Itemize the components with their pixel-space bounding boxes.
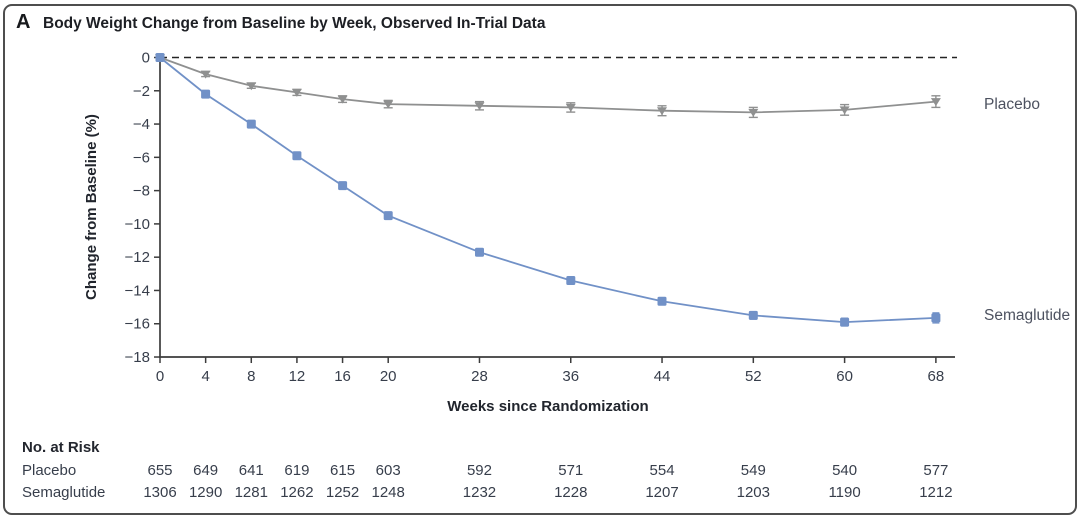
y-tick-label: −6 — [133, 149, 150, 166]
y-tick-label: −16 — [125, 316, 150, 333]
risk-count-semaglutide-week-28: 1232 — [462, 484, 497, 501]
risk-count-semaglutide-week-20: 1248 — [371, 484, 405, 501]
risk-count-semaglutide-week-8: 1281 — [234, 484, 268, 501]
x-tick-label: 8 — [247, 368, 255, 385]
risk-count-semaglutide-week-52: 1203 — [736, 484, 770, 501]
risk-table-header: No. at Risk — [22, 439, 100, 456]
y-axis-title: Change from Baseline (%) — [83, 114, 100, 300]
risk-count-placebo-week-0: 655 — [147, 462, 173, 479]
risk-count-semaglutide-week-16: 1252 — [325, 484, 360, 501]
x-axis-title: Weeks since Randomization — [447, 398, 649, 415]
marker-semaglutide — [338, 181, 348, 191]
marker-semaglutide — [475, 247, 484, 257]
marker-placebo — [474, 102, 485, 111]
x-tick-label: 12 — [289, 368, 306, 385]
marker-semaglutide — [657, 296, 667, 306]
y-tick-label: −12 — [125, 249, 150, 266]
risk-count-placebo-week-60: 540 — [832, 462, 858, 479]
x-tick-label: 0 — [156, 368, 164, 385]
x-tick-label: 28 — [471, 368, 488, 385]
x-tick-label: 44 — [654, 368, 671, 385]
marker-semaglutide — [748, 310, 758, 320]
risk-count-placebo-week-44: 554 — [649, 462, 675, 479]
risk-count-placebo-week-36: 571 — [558, 462, 584, 479]
risk-count-placebo-week-8: 641 — [238, 462, 264, 479]
x-tick-label: 4 — [201, 368, 209, 385]
y-tick-label: −10 — [125, 216, 150, 233]
marker-placebo — [657, 107, 667, 116]
risk-count-placebo-week-4: 649 — [193, 462, 219, 479]
risk-count-semaglutide-week-68: 1212 — [919, 484, 953, 501]
risk-row-label-placebo: Placebo — [22, 462, 77, 479]
y-tick-label: −2 — [133, 83, 150, 100]
risk-count-semaglutide-week-0: 1306 — [143, 484, 177, 501]
marker-placebo — [839, 106, 850, 115]
risk-count-semaglutide-week-60: 1190 — [828, 484, 861, 501]
x-tick-label: 68 — [928, 368, 945, 385]
series-line-semaglutide — [159, 56, 936, 324]
panel-label: A — [16, 11, 31, 33]
marker-placebo — [930, 98, 941, 107]
marker-semaglutide — [246, 119, 256, 129]
risk-count-semaglutide-week-44: 1207 — [645, 484, 679, 501]
y-tick-label: 0 — [142, 50, 150, 67]
risk-count-semaglutide-week-4: 1290 — [188, 484, 223, 501]
y-tick-label: −14 — [125, 282, 150, 299]
marker-semaglutide — [292, 151, 302, 161]
marker-semaglutide — [931, 313, 941, 323]
y-tick-label: −4 — [133, 116, 150, 133]
marker-semaglutide — [566, 276, 576, 285]
risk-count-placebo-week-12: 619 — [284, 462, 310, 479]
risk-count-semaglutide-week-36: 1228 — [554, 484, 588, 501]
marker-semaglutide — [840, 317, 850, 327]
x-tick-label: 20 — [380, 368, 397, 385]
marker-placebo — [246, 82, 257, 91]
risk-count-placebo-week-16: 615 — [330, 462, 356, 479]
x-tick-label: 16 — [334, 368, 351, 385]
marker-semaglutide — [201, 89, 211, 99]
marker-semaglutide — [155, 53, 165, 62]
series-label-placebo: Placebo — [984, 96, 1041, 113]
series-label-semaglutide: Semaglutide — [984, 307, 1071, 324]
risk-count-placebo-week-20: 603 — [375, 462, 401, 479]
figure-border — [3, 4, 1077, 515]
risk-count-placebo-week-52: 549 — [740, 462, 766, 479]
risk-count-placebo-week-28: 592 — [466, 462, 492, 479]
series-line-placebo — [159, 56, 936, 114]
marker-semaglutide — [383, 211, 393, 221]
marker-placebo — [291, 88, 302, 97]
marker-placebo — [337, 95, 348, 104]
marker-placebo — [200, 70, 211, 79]
figure-title: Body Weight Change from Baseline by Week… — [43, 15, 546, 32]
risk-count-placebo-week-68: 577 — [923, 462, 949, 479]
x-tick-label: 52 — [745, 368, 762, 385]
x-tick-label: 60 — [836, 368, 853, 385]
y-tick-label: −18 — [125, 349, 150, 366]
risk-count-semaglutide-week-12: 1262 — [280, 484, 314, 501]
marker-placebo — [565, 103, 576, 112]
x-tick-label: 36 — [562, 368, 579, 385]
marker-placebo — [383, 100, 394, 109]
marker-placebo — [748, 108, 759, 117]
y-tick-label: −8 — [133, 183, 150, 200]
risk-row-label-semaglutide: Semaglutide — [22, 484, 106, 501]
